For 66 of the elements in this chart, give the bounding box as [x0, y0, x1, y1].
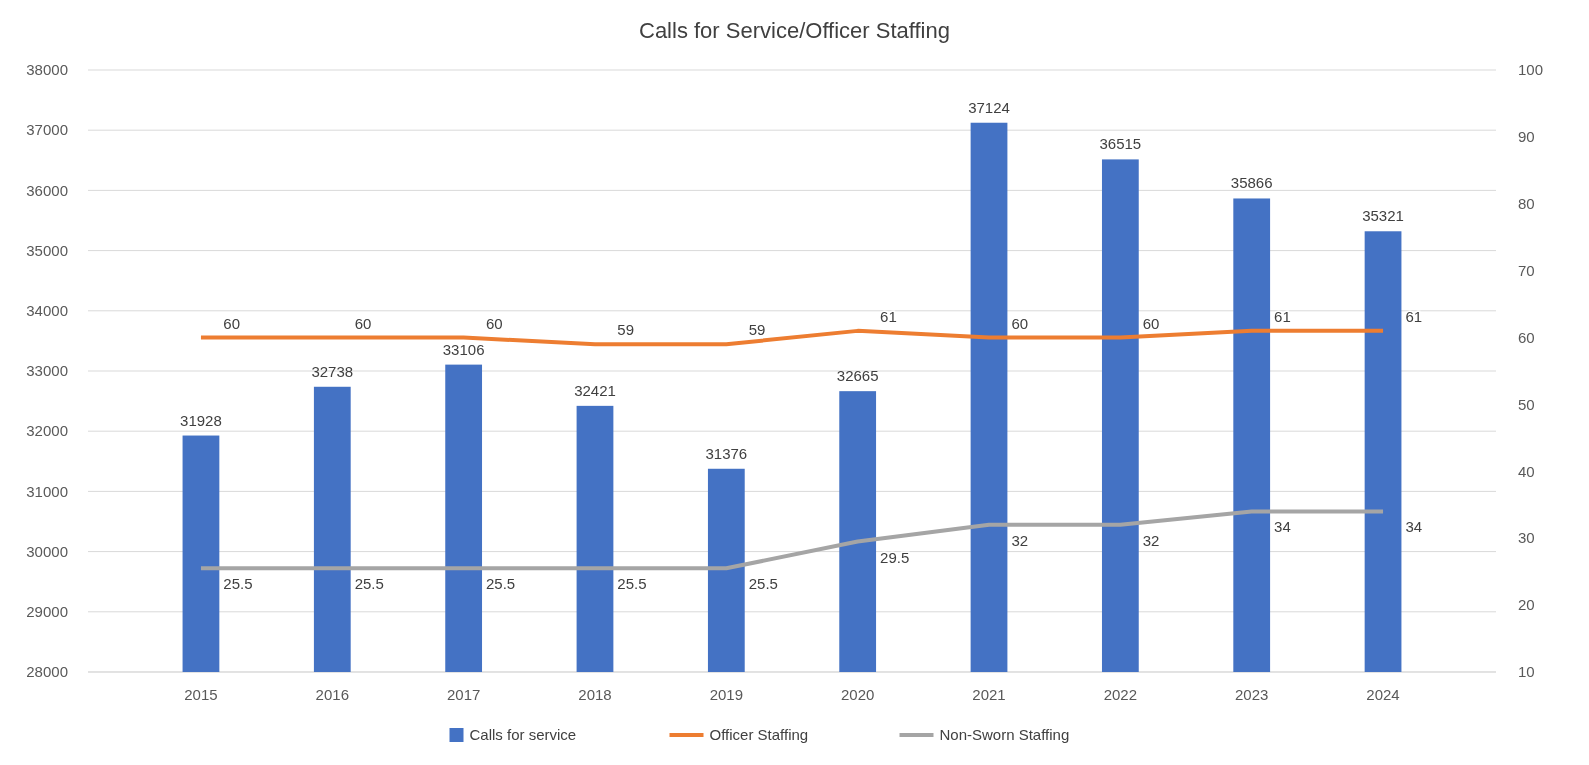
y-tick-label: 32000 — [26, 422, 68, 440]
x-tick-label: 2015 — [184, 686, 218, 703]
data-label: 60 — [486, 314, 503, 332]
x-tick-label: 2019 — [709, 686, 744, 703]
x-tick-label: 2016 — [315, 686, 349, 703]
data-label: 34 — [1405, 518, 1423, 536]
data-label: 25.5 — [748, 575, 778, 593]
data-label: 37124 — [968, 98, 1010, 116]
x-tick-label: 2018 — [578, 686, 612, 703]
x-tick-label: 2024 — [1366, 686, 1400, 703]
data-label: 61 — [880, 307, 897, 325]
data-label: 36515 — [1099, 135, 1142, 153]
y2-tick-label: 90 — [1518, 128, 1535, 146]
data-label: 29.5 — [880, 548, 910, 566]
y2-tick-label: 80 — [1518, 195, 1535, 213]
legend-label: Calls for service — [469, 726, 577, 744]
x-tick-label: 2017 — [446, 686, 481, 703]
y2-tick-label: 10 — [1518, 663, 1535, 681]
data-label: 59 — [748, 321, 766, 339]
y-tick-label: 29000 — [26, 603, 68, 621]
data-label: 60 — [1142, 314, 1160, 332]
data-label: 25.5 — [486, 575, 516, 593]
y-tick-label: 34000 — [26, 302, 68, 320]
chart-title: Calls for Service/Officer Staffing — [639, 18, 950, 43]
data-label: 32421 — [574, 381, 616, 399]
x-tick-label: 2023 — [1235, 686, 1269, 703]
data-label: 32 — [1142, 531, 1160, 549]
data-label: 60 — [354, 314, 372, 332]
data-label: 60 — [1011, 314, 1029, 332]
data-label: 31376 — [705, 444, 748, 462]
data-label: 25.5 — [354, 575, 384, 593]
y-tick-label: 28000 — [26, 663, 68, 681]
x-tick-label: 2022 — [1103, 686, 1138, 703]
data-label: 32 — [1011, 531, 1029, 549]
y-tick-label: 36000 — [26, 181, 68, 199]
y-tick-label: 33000 — [26, 362, 68, 380]
data-label: 35321 — [1362, 207, 1404, 225]
data-label: 32665 — [836, 367, 879, 385]
data-label: 59 — [617, 321, 635, 339]
y-tick-label: 37000 — [26, 121, 68, 139]
y-tick-label: 35000 — [26, 241, 68, 259]
data-label: 34 — [1274, 518, 1291, 536]
data-label: 25.5 — [617, 575, 647, 593]
y2-tick-label: 40 — [1518, 462, 1535, 480]
data-label: 25.5 — [223, 575, 253, 593]
y-tick-label: 30000 — [26, 542, 68, 560]
data-label: 32738 — [311, 362, 354, 380]
y2-tick-label: 30 — [1518, 529, 1535, 547]
y2-tick-label: 100 — [1518, 61, 1544, 79]
legend-label: Non-Sworn Staffing — [939, 726, 1070, 744]
data-label: 61 — [1405, 307, 1423, 325]
line-series — [198, 509, 1386, 571]
x-tick-label: 2021 — [972, 686, 1006, 703]
legend-label: Officer Staffing — [709, 726, 809, 744]
data-label: 60 — [223, 314, 241, 332]
data-label: 31928 — [180, 411, 222, 429]
x-tick-label: 2020 — [840, 686, 875, 703]
y2-tick-label: 20 — [1518, 596, 1535, 614]
y2-tick-label: 60 — [1518, 328, 1535, 346]
y-tick-label: 31000 — [26, 482, 68, 500]
data-label: 33106 — [442, 340, 485, 358]
y-tick-label: 38000 — [26, 61, 68, 79]
data-label: 61 — [1274, 307, 1291, 325]
y2-tick-label: 50 — [1518, 395, 1535, 413]
data-label: 35866 — [1230, 174, 1273, 192]
y2-tick-label: 70 — [1518, 261, 1535, 279]
